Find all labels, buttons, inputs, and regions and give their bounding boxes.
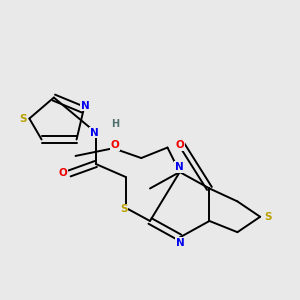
Text: N: N xyxy=(90,128,98,137)
Text: N: N xyxy=(81,100,90,111)
Text: O: O xyxy=(111,140,119,151)
Text: S: S xyxy=(264,212,272,222)
Text: N: N xyxy=(175,162,183,172)
Text: O: O xyxy=(175,140,184,150)
Text: S: S xyxy=(120,204,127,214)
Text: O: O xyxy=(59,168,68,178)
Text: N: N xyxy=(176,238,185,248)
Text: H: H xyxy=(111,119,119,130)
Text: S: S xyxy=(19,113,27,124)
